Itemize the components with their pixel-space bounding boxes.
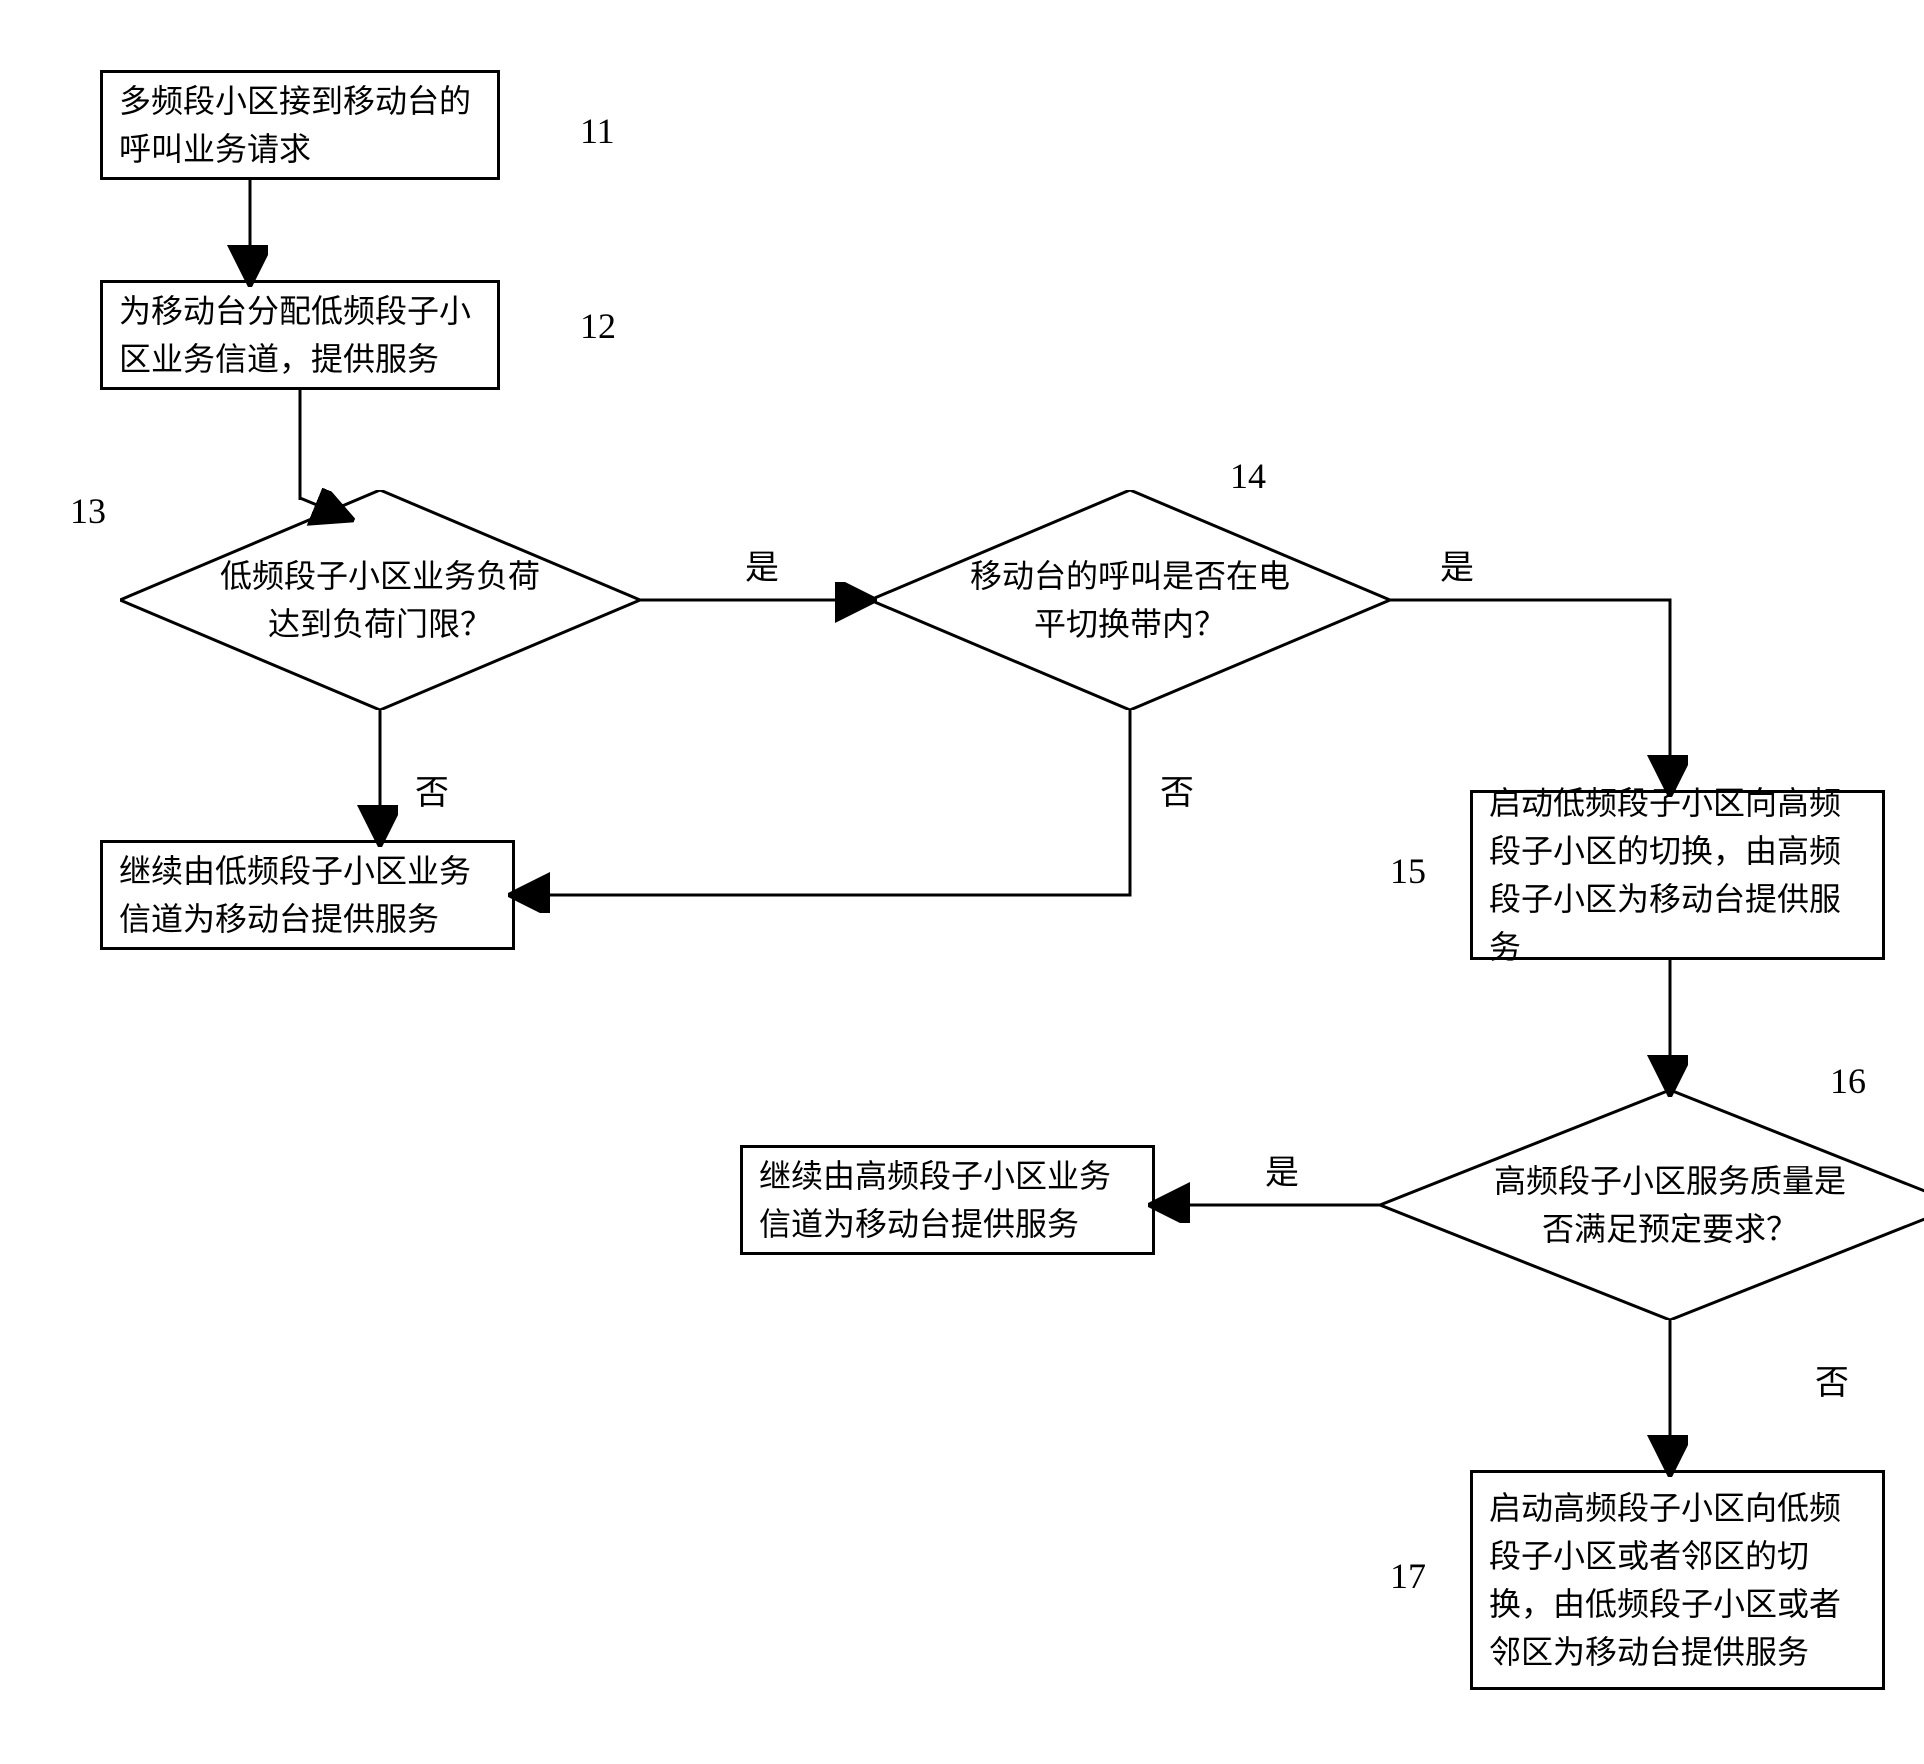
- node-11-text: 多频段小区接到移动台的呼叫业务请求: [119, 77, 481, 173]
- edge-14-yes: 是: [1440, 540, 1474, 589]
- node-16-text: 高频段子小区服务质量是否满足预定要求？: [1480, 1157, 1860, 1253]
- edge-16-no: 否: [1815, 1355, 1849, 1404]
- edge-13-no: 否: [415, 765, 449, 814]
- node-16-yes-result: 继续由高频段子小区业务信道为移动台提供服务: [740, 1145, 1155, 1255]
- label-13: 13: [70, 490, 106, 532]
- node-16-yes-text: 继续由高频段子小区业务信道为移动台提供服务: [759, 1152, 1136, 1248]
- node-16: 高频段子小区服务质量是否满足预定要求？: [1380, 1090, 1924, 1320]
- label-15: 15: [1390, 850, 1426, 892]
- node-17-text: 启动高频段子小区向低频段子小区或者邻区的切换，由低频段子小区或者邻区为移动台提供…: [1489, 1484, 1866, 1676]
- node-13-text: 低频段子小区业务负荷达到负荷门限？: [210, 552, 550, 648]
- edge-13-yes: 是: [745, 540, 779, 589]
- node-15-text: 启动低频段子小区向高频段子小区的切换，由高频段子小区为移动台提供服务: [1489, 779, 1866, 971]
- label-17: 17: [1390, 1555, 1426, 1597]
- label-16: 16: [1830, 1060, 1866, 1102]
- node-15: 启动低频段子小区向高频段子小区的切换，由高频段子小区为移动台提供服务: [1470, 790, 1885, 960]
- node-17: 启动高频段子小区向低频段子小区或者邻区的切换，由低频段子小区或者邻区为移动台提供…: [1470, 1470, 1885, 1690]
- node-14-text: 移动台的呼叫是否在电平切换带内？: [960, 552, 1300, 648]
- label-12: 12: [580, 305, 616, 347]
- node-11: 多频段小区接到移动台的呼叫业务请求: [100, 70, 500, 180]
- node-13-no-text: 继续由低频段子小区业务信道为移动台提供服务: [119, 847, 496, 943]
- node-14: 移动台的呼叫是否在电平切换带内？: [870, 490, 1390, 710]
- node-13: 低频段子小区业务负荷达到负荷门限？: [120, 490, 640, 710]
- edge-16-yes: 是: [1265, 1145, 1299, 1194]
- edge-14-no: 否: [1160, 765, 1194, 814]
- label-14: 14: [1230, 455, 1266, 497]
- node-12-text: 为移动台分配低频段子小区业务信道，提供服务: [119, 287, 481, 383]
- node-12: 为移动台分配低频段子小区业务信道，提供服务: [100, 280, 500, 390]
- label-11: 11: [580, 110, 615, 152]
- node-13-no-result: 继续由低频段子小区业务信道为移动台提供服务: [100, 840, 515, 950]
